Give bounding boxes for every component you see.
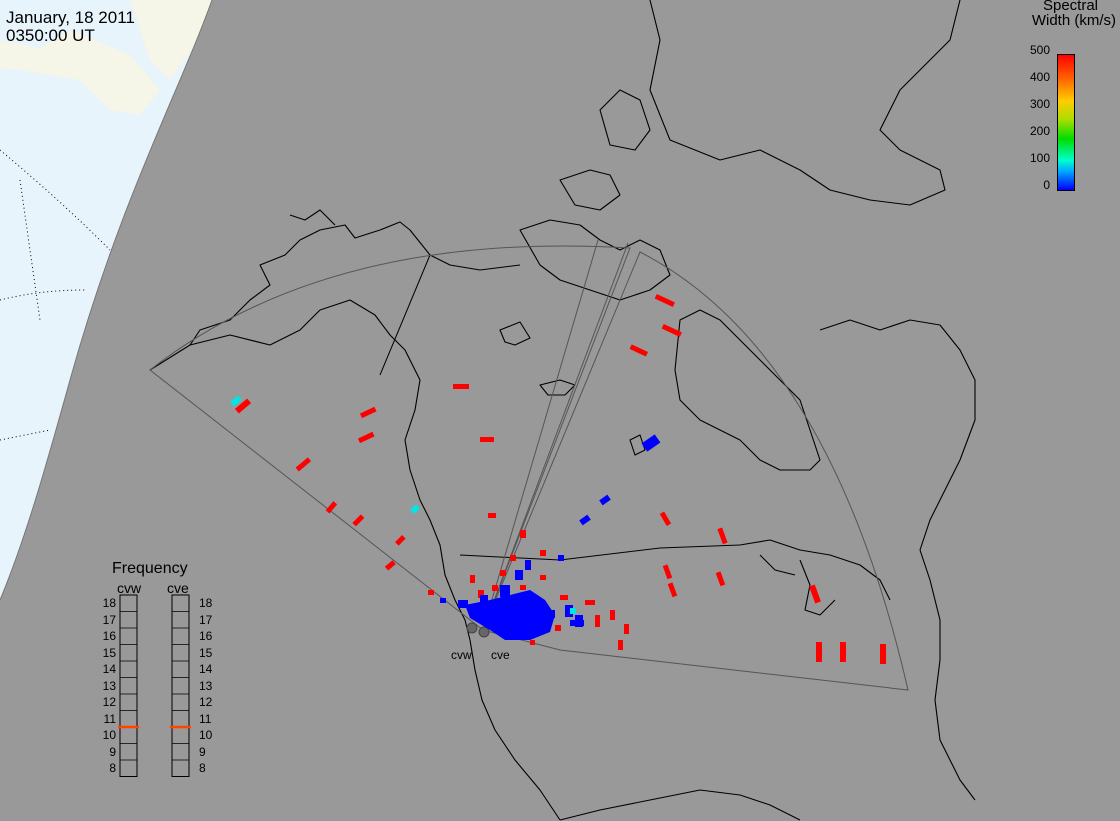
colorbar: [1057, 54, 1075, 191]
frequency-tick-right: 16: [199, 629, 213, 643]
frequency-tick-left: 13: [102, 678, 116, 693]
frequency-tick-left: 10: [102, 728, 116, 742]
frequency-tick-right: 10: [199, 728, 213, 742]
frequency-tick-left: 11: [103, 711, 116, 726]
frequency-tick-right: 17: [199, 612, 213, 627]
terminator-line: [0, 0, 213, 601]
frequency-tick-right: 14: [199, 662, 213, 676]
frequency-tick-left: 15: [102, 645, 116, 660]
radar-site-cve: [478, 626, 490, 638]
colorbar-tick: 0: [1043, 178, 1050, 192]
dayside-graticule: [0, 149, 111, 441]
frequency-tick-right: 9: [199, 744, 206, 759]
day-land: [0, 30, 160, 115]
coastlines: [149, 0, 976, 821]
frequency-tick-left: 12: [102, 695, 116, 709]
scatter-high-width: [234, 293, 886, 664]
frequency-tick-right: 12: [199, 695, 213, 709]
frequency-tick-right: 18: [199, 596, 213, 610]
frequency-radar-label-cvw: cvw: [117, 580, 142, 596]
radar-label-cvw: cvw: [451, 648, 472, 662]
colorbar-title-line2: Width (km/s): [1031, 12, 1116, 29]
fov-east: [482, 251, 909, 691]
frequency-tick-left: 16: [102, 629, 116, 643]
radar-fov: [149, 239, 909, 691]
radar-site-cvw: [466, 622, 478, 634]
frequency-tick-right: 15: [199, 645, 213, 660]
day-land-2: [130, 0, 212, 80]
frequency-gauge-group: [118, 594, 191, 777]
frequency-gauge-box: [171, 594, 190, 777]
frequency-tick-left: 18: [102, 596, 116, 610]
frequency-title: Frequency: [112, 560, 188, 577]
day-region: [0, 0, 212, 600]
scatter-mid-width: [230, 395, 576, 614]
fov-west: [149, 245, 631, 631]
frequency-tick-right: 13: [199, 678, 213, 693]
radar-label-cve: cve: [491, 648, 510, 662]
colorbar-tick: 400: [1029, 70, 1050, 84]
colorbar-tick: 200: [1029, 124, 1050, 138]
frequency-gauge-box: [119, 594, 138, 777]
frequency-tick-right: 8: [199, 761, 206, 775]
frequency-radar-label-cve: cve: [167, 580, 189, 596]
frequency-tick-right: 11: [199, 711, 212, 726]
colorbar-tick: 500: [1029, 43, 1050, 57]
colorbar-title-line1: Spectral: [1042, 0, 1098, 14]
frequency-tick-left: 9: [109, 744, 116, 759]
date-label: January, 18 2011: [6, 8, 135, 27]
frequency-tick-left: 14: [102, 662, 116, 676]
colorbar-tick: 100: [1029, 151, 1050, 165]
frequency-tick-left: 8: [109, 761, 116, 775]
time-label: 0350:00 UT: [6, 26, 95, 45]
colorbar-tick: 300: [1029, 97, 1050, 111]
frequency-tick-left: 17: [102, 612, 116, 627]
scatter-low-width: [440, 434, 661, 640]
